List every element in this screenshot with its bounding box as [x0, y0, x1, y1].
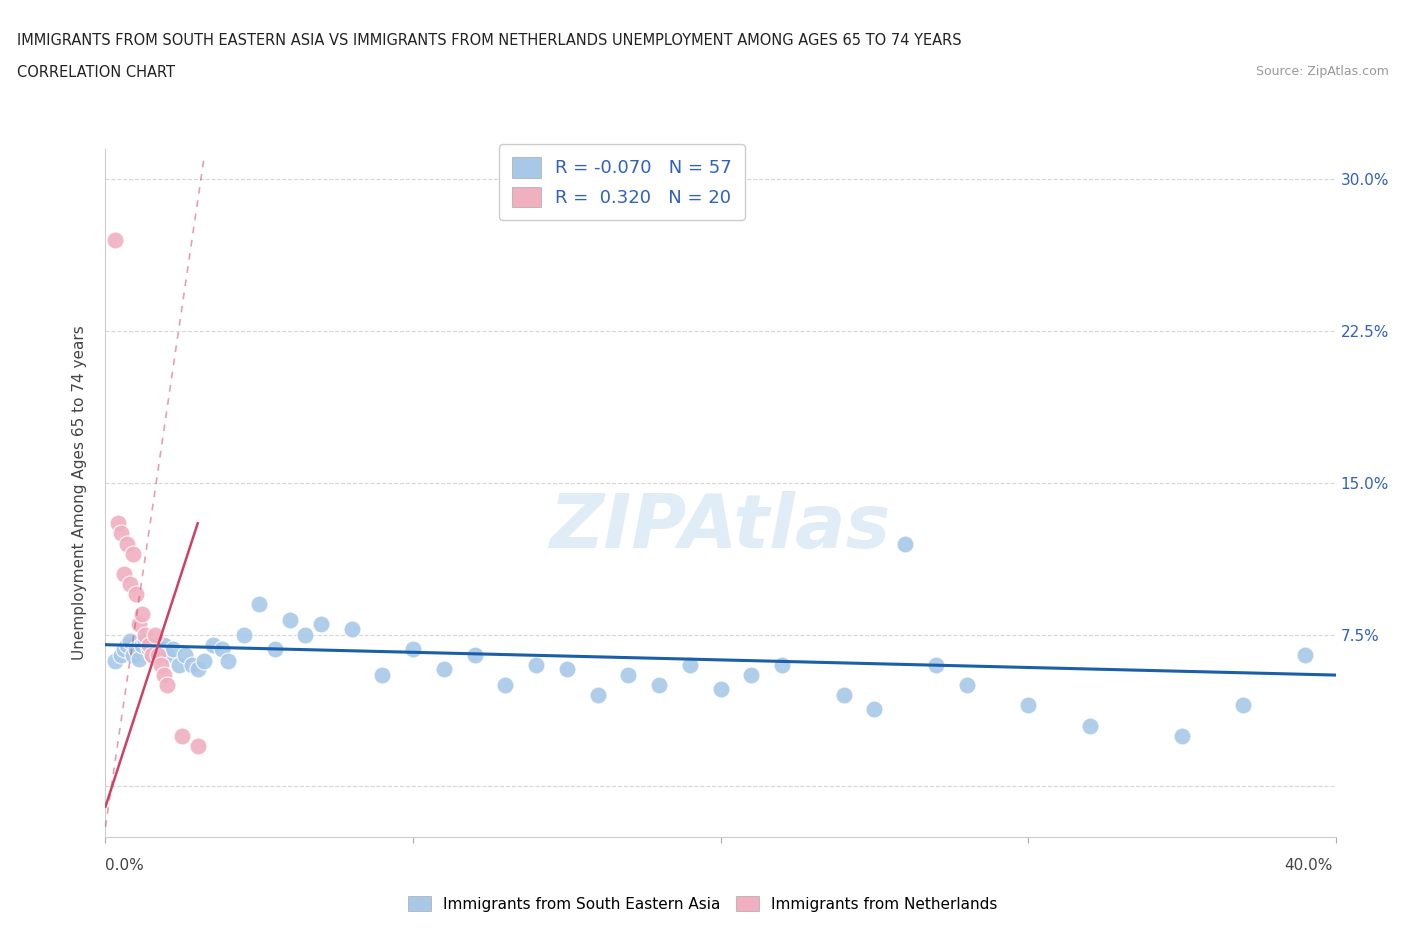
- Text: IMMIGRANTS FROM SOUTH EASTERN ASIA VS IMMIGRANTS FROM NETHERLANDS UNEMPLOYMENT A: IMMIGRANTS FROM SOUTH EASTERN ASIA VS IM…: [17, 33, 962, 47]
- Point: [174, 647, 197, 662]
- Point: [1078, 718, 1101, 733]
- Y-axis label: Unemployment Among Ages 65 to 74 years: Unemployment Among Ages 65 to 74 years: [72, 326, 87, 660]
- Point: [153, 637, 176, 652]
- Point: [149, 642, 172, 657]
- Point: [586, 688, 609, 703]
- Point: [143, 627, 166, 642]
- Point: [371, 668, 394, 683]
- Text: CORRELATION CHART: CORRELATION CHART: [17, 65, 174, 80]
- Point: [433, 661, 456, 676]
- Point: [710, 682, 733, 697]
- Text: 40.0%: 40.0%: [1285, 857, 1333, 872]
- Point: [134, 627, 156, 642]
- Point: [193, 654, 215, 669]
- Point: [956, 678, 979, 693]
- Point: [112, 642, 135, 657]
- Point: [104, 232, 127, 247]
- Point: [894, 536, 917, 551]
- Point: [218, 654, 240, 669]
- Text: Source: ZipAtlas.com: Source: ZipAtlas.com: [1256, 65, 1389, 78]
- Point: [180, 658, 202, 672]
- Point: [128, 617, 150, 631]
- Point: [128, 651, 150, 666]
- Point: [162, 642, 184, 657]
- Point: [555, 661, 578, 676]
- Point: [125, 587, 148, 602]
- Legend: R = -0.070   N = 57, R =  0.320   N = 20: R = -0.070 N = 57, R = 0.320 N = 20: [499, 144, 745, 220]
- Point: [648, 678, 671, 693]
- Point: [120, 633, 141, 648]
- Point: [141, 647, 163, 662]
- Point: [112, 566, 135, 581]
- Point: [925, 658, 948, 672]
- Legend: Immigrants from South Eastern Asia, Immigrants from Netherlands: Immigrants from South Eastern Asia, Immi…: [402, 889, 1004, 918]
- Point: [1171, 728, 1194, 743]
- Point: [524, 658, 547, 672]
- Point: [464, 647, 486, 662]
- Point: [156, 678, 179, 693]
- Point: [187, 738, 209, 753]
- Point: [1232, 698, 1254, 713]
- Point: [107, 516, 129, 531]
- Point: [740, 668, 762, 683]
- Point: [863, 702, 886, 717]
- Point: [104, 654, 127, 669]
- Point: [115, 637, 138, 652]
- Point: [247, 597, 270, 612]
- Point: [153, 668, 176, 683]
- Point: [494, 678, 516, 693]
- Text: 0.0%: 0.0%: [105, 857, 145, 872]
- Point: [131, 637, 153, 652]
- Point: [149, 658, 172, 672]
- Point: [617, 668, 640, 683]
- Point: [115, 536, 138, 551]
- Point: [263, 642, 285, 657]
- Point: [202, 637, 225, 652]
- Point: [309, 617, 332, 631]
- Point: [1017, 698, 1039, 713]
- Point: [146, 647, 169, 662]
- Point: [156, 647, 179, 662]
- Point: [402, 642, 425, 657]
- Point: [169, 658, 191, 672]
- Text: ZIPAtlas: ZIPAtlas: [550, 491, 891, 564]
- Point: [278, 613, 301, 628]
- Point: [110, 647, 132, 662]
- Point: [122, 647, 145, 662]
- Point: [125, 642, 148, 657]
- Point: [172, 728, 194, 743]
- Point: [131, 607, 153, 622]
- Point: [340, 621, 363, 636]
- Point: [138, 642, 160, 657]
- Point: [211, 642, 233, 657]
- Point: [146, 647, 169, 662]
- Point: [120, 577, 141, 591]
- Point: [138, 637, 160, 652]
- Point: [110, 526, 132, 541]
- Point: [143, 637, 166, 652]
- Point: [134, 633, 156, 648]
- Point: [679, 658, 702, 672]
- Point: [1294, 647, 1316, 662]
- Point: [141, 647, 163, 662]
- Point: [187, 661, 209, 676]
- Point: [122, 546, 145, 561]
- Point: [232, 627, 254, 642]
- Point: [832, 688, 855, 703]
- Point: [294, 627, 316, 642]
- Point: [770, 658, 793, 672]
